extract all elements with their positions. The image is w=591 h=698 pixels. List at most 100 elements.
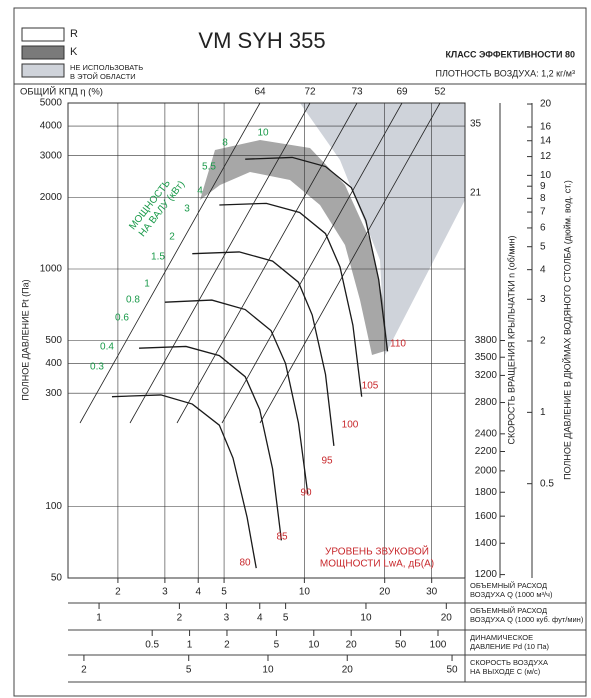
scale-label: ДИНАМИЧЕСКОЕ	[470, 633, 533, 642]
power-label: 5.5	[202, 162, 216, 173]
scale-tick-label: 20	[441, 613, 453, 624]
efficiency-value: 72	[304, 87, 316, 98]
scale-tick-label: 5	[186, 665, 192, 676]
legend-label: НЕ ИСПОЛЬЗОВАТЬ	[70, 63, 143, 72]
scale-tick-label: 2	[81, 665, 87, 676]
y-tick-label: 400	[45, 358, 62, 369]
y3-tick-label: 10	[540, 170, 552, 181]
y3-tick-label: 3	[540, 294, 546, 305]
y-tick-label: 4000	[40, 121, 63, 132]
scale-tick-label: 2	[224, 640, 230, 651]
efficiency-value: 52	[434, 87, 446, 98]
y2-axis-label: СКОРОСТЬ ВРАЩЕНИЯ КРЫЛЬЧАТКИ n (об/мин)	[506, 235, 516, 444]
power-label: 0.3	[90, 362, 104, 373]
legend-swatch	[21, 45, 65, 60]
fan-curve	[139, 345, 283, 541]
y3-tick-label: 2	[540, 336, 546, 347]
y3-tick-label: 6	[540, 223, 546, 234]
scale-tick-label: 20	[342, 665, 354, 676]
scale-tick-label: 10	[308, 640, 320, 651]
fan-curve	[219, 202, 363, 397]
scale-label: ОБЪЕМНЫЙ РАСХОД	[470, 606, 547, 615]
efficiency-label: ОБЩИЙ КПД η (%)	[20, 86, 103, 98]
power-label: 4	[197, 186, 203, 197]
sound-label: 80	[239, 558, 251, 569]
scale-label: ДАВЛЕНИЕ Pd (10 Па)	[470, 642, 550, 651]
y-tick-label: 2000	[40, 192, 63, 203]
y2-tick-label: 1600	[475, 511, 498, 522]
scale-tick-label: 10	[262, 665, 274, 676]
scale-tick-label: 0.5	[145, 640, 159, 651]
y2-tick-label: 3200	[475, 370, 498, 381]
sound-label: 90	[300, 488, 312, 499]
x-tick-label: 30	[426, 587, 438, 598]
x-tick-label: 5	[221, 587, 227, 598]
scale-tick-label: 1	[187, 640, 193, 651]
y3-tick-label: 7	[540, 207, 546, 218]
y-tick-label: 50	[51, 573, 63, 584]
y3-tick-label: 12	[540, 151, 552, 162]
y3-tick-label: 16	[540, 122, 552, 133]
scale-tick-label: 50	[446, 665, 458, 676]
scale-label: ВОЗДУХА Q (1000 куб. фут/мин)	[470, 615, 584, 624]
y3-tick-label: 4	[540, 264, 546, 275]
unusable-area	[300, 103, 465, 355]
efficiency-line	[79, 102, 261, 424]
sound-label: 85	[276, 532, 288, 543]
y-axis-label: ПОЛНОЕ ДАВЛЕНИЕ Pt (Па)	[20, 279, 30, 400]
power-label: 1.5	[151, 252, 165, 263]
scale-label: СКОРОСТЬ ВОЗДУХА	[470, 658, 548, 667]
efficiency-line	[221, 102, 403, 424]
scale-tick-label: 4	[257, 613, 263, 624]
scale-tick-label: 1	[96, 613, 102, 624]
power-label: 1	[144, 279, 150, 290]
y-tick-label: 1000	[40, 264, 63, 275]
frame	[13, 7, 587, 697]
power-label: 3	[184, 204, 190, 215]
efficiency-value: 69	[396, 87, 408, 98]
y2-tick-label: 2200	[475, 446, 498, 457]
y3-tick-label: 14	[540, 135, 552, 146]
y-tick-label: 500	[45, 335, 62, 346]
efficiency-line	[259, 102, 441, 424]
y3-tick-label: 20	[540, 99, 552, 110]
scale-tick-label: 50	[395, 640, 407, 651]
x-tick-label: 20	[379, 587, 391, 598]
y-tick-label: 5000	[40, 98, 63, 109]
y3-tick-label: 5	[540, 241, 546, 252]
side-label: 35	[470, 119, 482, 130]
side-label: 21	[470, 188, 482, 199]
y2-tick-label: 2400	[475, 428, 498, 439]
sound-title: УРОВЕНЬ ЗВУКОВОЙ	[325, 545, 429, 558]
k-area	[200, 140, 388, 355]
efficiency-line	[176, 102, 358, 424]
legend-swatch	[21, 63, 65, 78]
scale-label: НА ВЫХОДЕ C (м/с)	[470, 667, 541, 676]
power-label: 0.6	[115, 313, 129, 324]
scale-tick-label: 100	[430, 640, 447, 651]
sound-label: 105	[362, 381, 379, 392]
fan-curve	[111, 394, 257, 569]
x-axis-label: ОБЪЕМНЫЙ РАСХОД	[470, 581, 547, 590]
plot-border	[67, 102, 466, 579]
scale-tick-label: 20	[346, 640, 358, 651]
scale-tick-label: 5	[283, 613, 289, 624]
sound-label: 95	[321, 456, 333, 467]
y-tick-label: 3000	[40, 150, 63, 161]
y3-tick-label: 0.5	[540, 478, 554, 489]
y2-tick-label: 3500	[475, 352, 498, 363]
y2-tick-label: 1200	[475, 569, 498, 580]
scale-tick-label: 10	[360, 613, 372, 624]
power-label: 2	[169, 232, 175, 243]
sound-title: МОЩНОСТИ LwA, дБ(А)	[320, 559, 434, 570]
fan-curve	[245, 156, 389, 352]
scale-tick-label: 3	[224, 613, 230, 624]
sound-label: 110	[390, 339, 406, 350]
fan-curve	[192, 251, 335, 446]
y3-tick-label: 8	[540, 193, 546, 204]
x-tick-label: 10	[299, 587, 311, 598]
y3-axis-label: ПОЛНОЕ ДАВЛЕНИЕ В ДЮЙМАХ ВОДЯНОГО СТОЛБА…	[561, 180, 572, 480]
efficiency-line	[129, 102, 311, 424]
sound-label: 100	[342, 420, 359, 431]
